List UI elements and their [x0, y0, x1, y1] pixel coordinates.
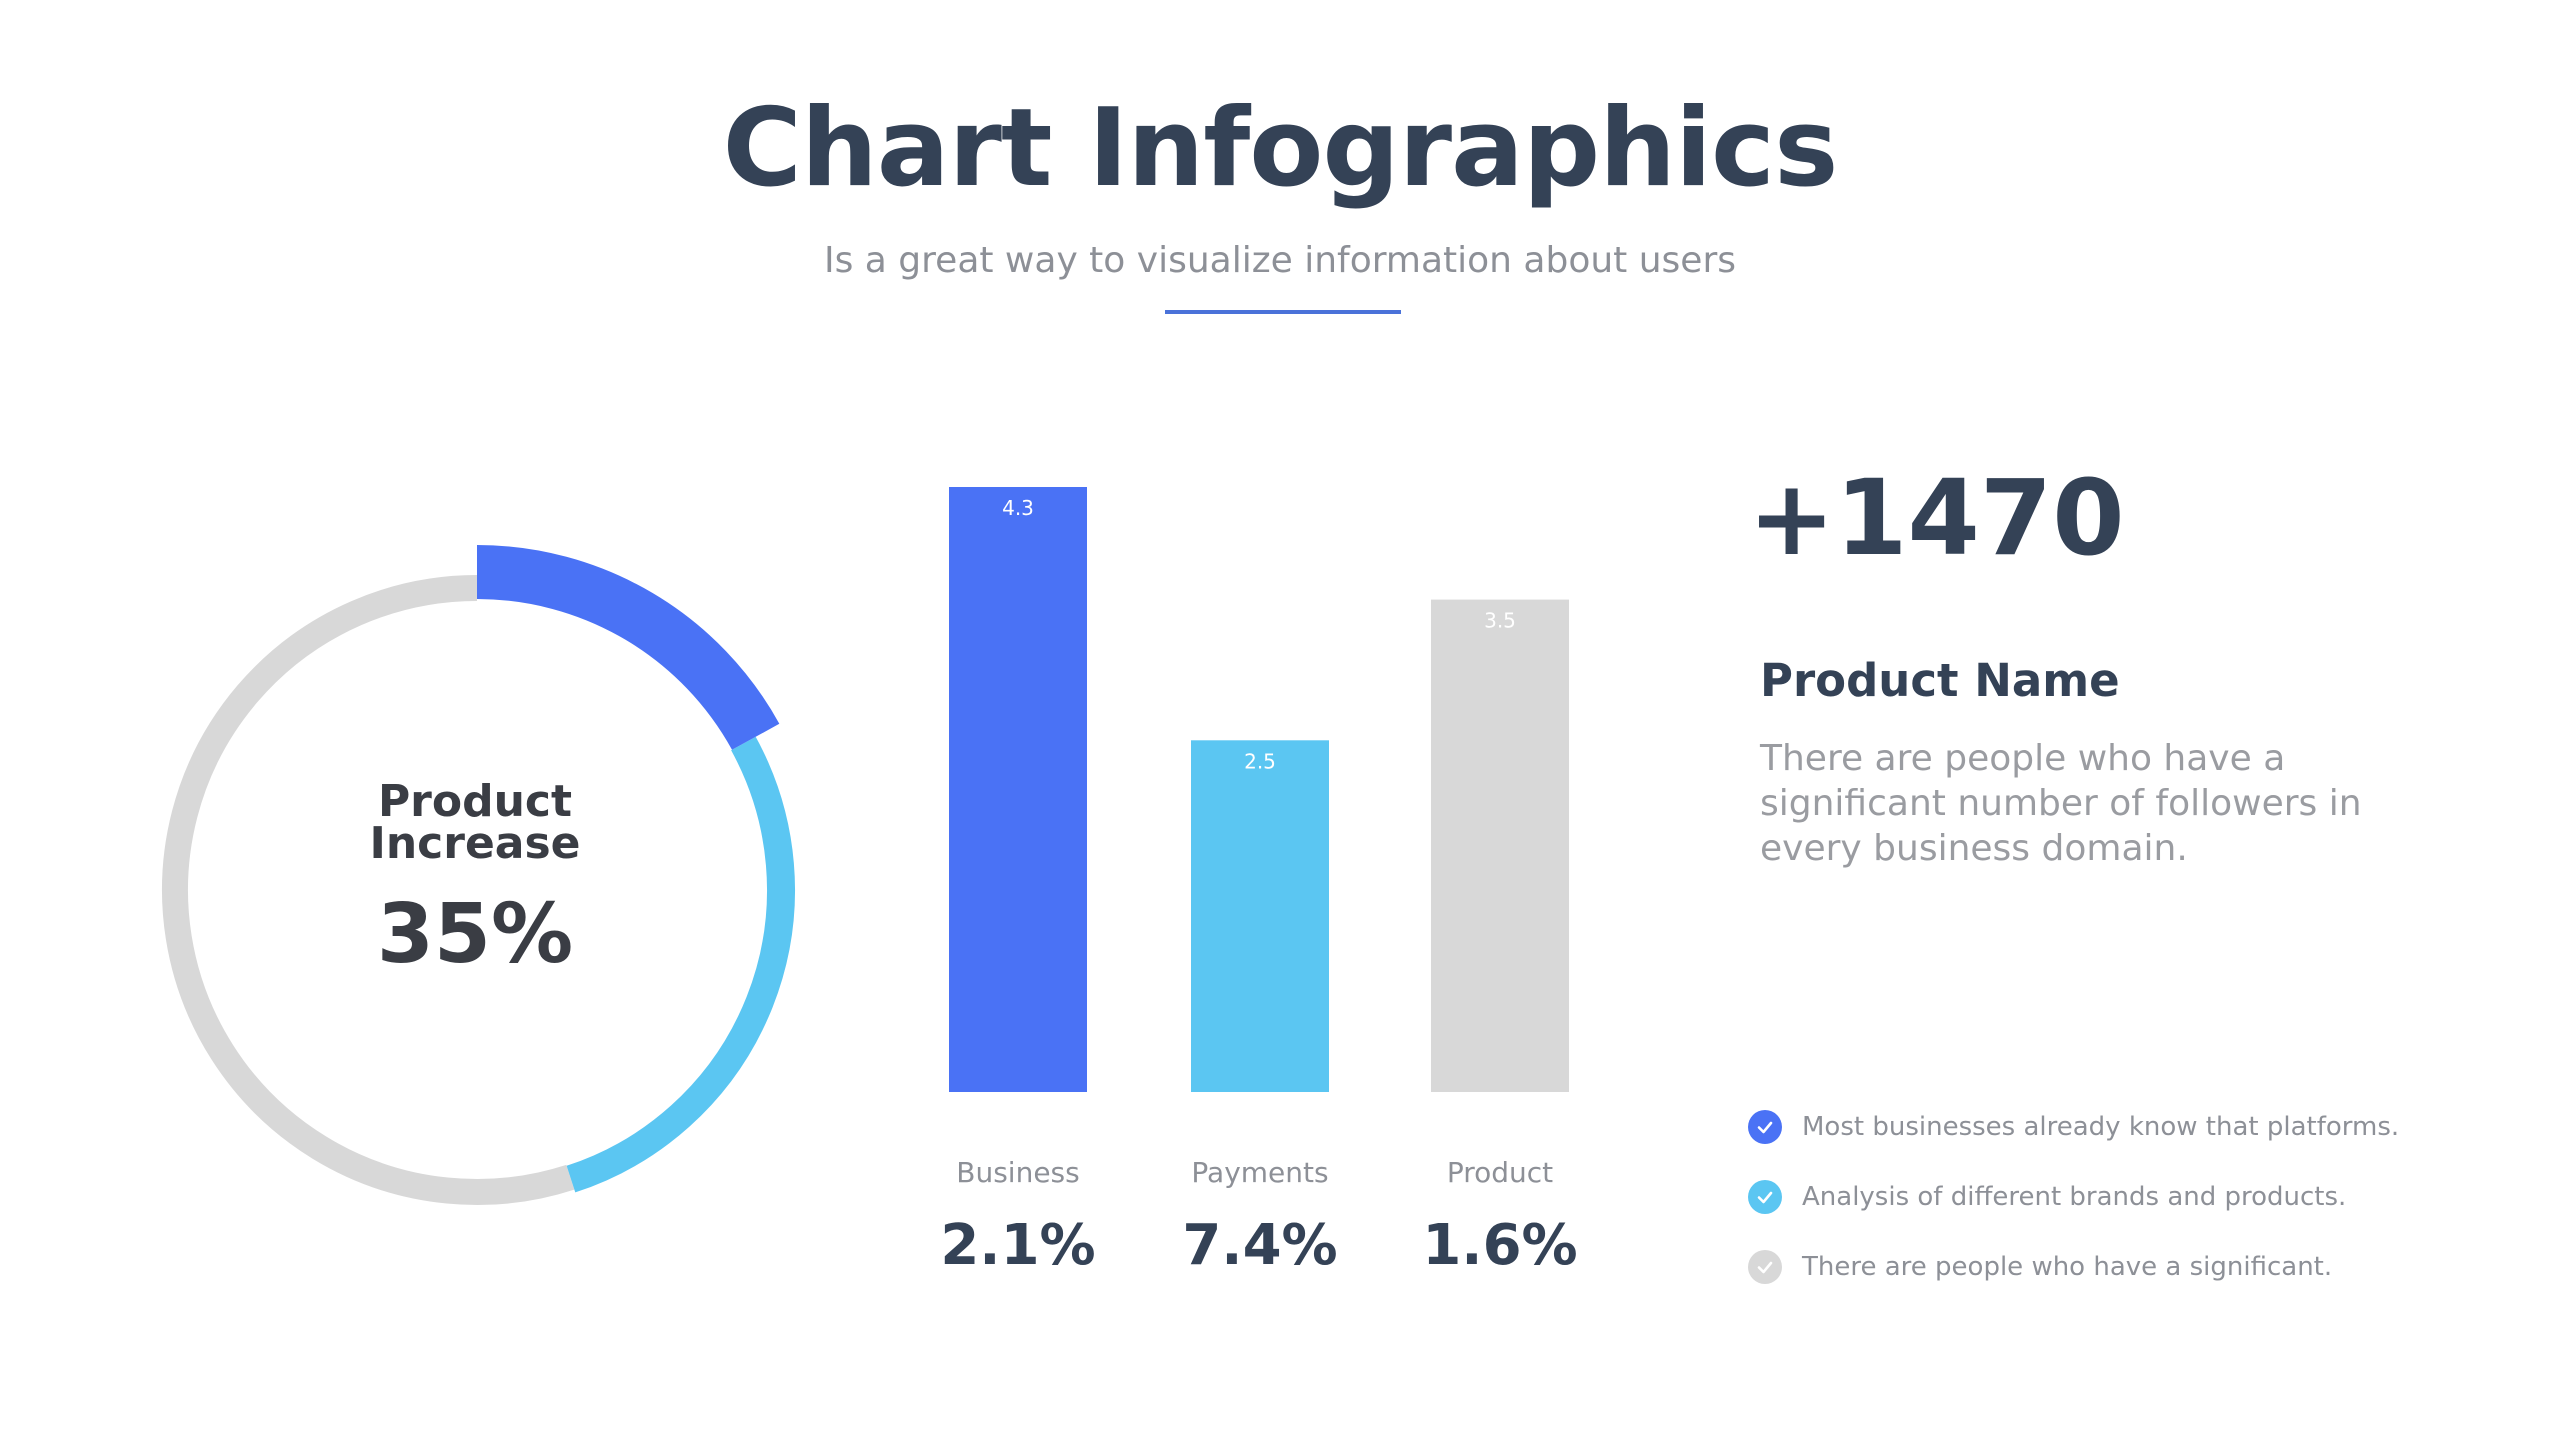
- bar-business: [949, 487, 1087, 1092]
- donut-value: 35%: [377, 887, 573, 982]
- bar-percentage: 2.1%: [940, 1213, 1095, 1278]
- bar-value-label: 4.3: [1002, 496, 1034, 520]
- title-divider: [1165, 310, 1401, 314]
- checklist-text: Most businesses already know that platfo…: [1802, 1112, 2400, 1142]
- donut-segment-light-blue: [566, 736, 795, 1193]
- donut-segment-gray: [162, 575, 575, 1205]
- bar-percentage: 7.4%: [1182, 1213, 1337, 1278]
- product-description: There are people who have a significant …: [1760, 738, 2362, 869]
- big-number: +1470: [1748, 457, 2125, 579]
- checklist-item: There are people who have a significant.: [1748, 1232, 2399, 1302]
- bar-value-label: 3.5: [1484, 609, 1516, 633]
- checklist-item: Analysis of different brands and product…: [1748, 1162, 2399, 1232]
- product-name: Product Name: [1760, 654, 2120, 707]
- donut-label-line2: Increase: [369, 818, 580, 869]
- checklist-item: Most businesses already know that platfo…: [1748, 1092, 2399, 1162]
- donut-label-line1: Product: [378, 776, 572, 827]
- check-icon: [1748, 1180, 1782, 1214]
- donut-chart: [162, 545, 795, 1205]
- donut-segment-blue: [476, 545, 780, 751]
- page-subtitle: Is a great way to visualize information …: [823, 240, 1737, 281]
- checklist: Most businesses already know that platfo…: [1748, 1092, 2399, 1302]
- bar-chart: 4.3 Business 2.1% 2.5 Payments 7.4% 3.5 Product…: [940, 487, 1578, 1278]
- checklist-text: There are people who have a significant.: [1802, 1252, 2333, 1282]
- check-icon: [1748, 1110, 1782, 1144]
- bar-value-label: 2.5: [1244, 749, 1276, 773]
- check-icon: [1748, 1250, 1782, 1284]
- bar-category-label: Business: [956, 1156, 1079, 1189]
- bar-payments: [1191, 740, 1329, 1092]
- bar-percentage: 1.6%: [1422, 1213, 1577, 1278]
- page-title: Chart Infographics: [722, 86, 1839, 211]
- bar-product: [1431, 599, 1569, 1092]
- bar-category-label: Payments: [1191, 1156, 1328, 1189]
- bar-category-label: Product: [1447, 1156, 1553, 1189]
- checklist-text: Analysis of different brands and product…: [1802, 1182, 2347, 1212]
